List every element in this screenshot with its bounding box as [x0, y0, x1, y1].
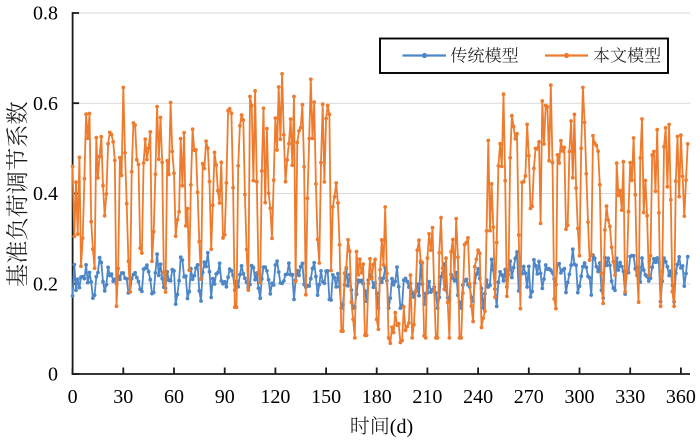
svg-text:0.8: 0.8 [33, 3, 58, 25]
svg-text:(d): (d) [390, 416, 413, 438]
svg-text:90: 90 [215, 386, 235, 408]
svg-text:360: 360 [666, 386, 696, 408]
svg-text:30: 30 [113, 386, 133, 408]
svg-text:330: 330 [615, 386, 645, 408]
svg-text:0: 0 [68, 386, 78, 408]
svg-text:0: 0 [48, 364, 58, 386]
svg-text:0.4: 0.4 [33, 183, 58, 205]
svg-text:120: 120 [260, 386, 290, 408]
svg-text:180: 180 [362, 386, 392, 408]
svg-text:210: 210 [412, 386, 442, 408]
svg-text:300: 300 [565, 386, 595, 408]
svg-text:270: 270 [514, 386, 544, 408]
svg-text:240: 240 [463, 386, 493, 408]
svg-text:0.2: 0.2 [33, 273, 58, 295]
svg-text:60: 60 [164, 386, 184, 408]
svg-text:150: 150 [311, 386, 341, 408]
svg-text:0.6: 0.6 [33, 93, 58, 115]
